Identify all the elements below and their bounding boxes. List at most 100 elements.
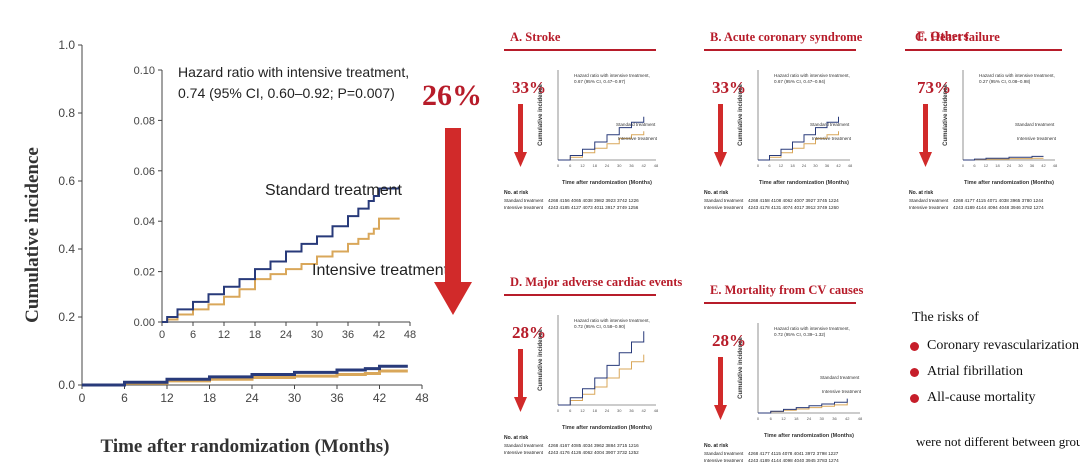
down-arrow-icon <box>514 349 527 412</box>
x-tick-label: 12 <box>779 163 784 168</box>
y-tick-label: 0.04 <box>134 216 155 228</box>
bullet-icon <box>910 367 919 377</box>
panel-d: D. Major adverse cardiac events 28%Cumula… <box>504 275 682 455</box>
x-tick-label: 0 <box>159 329 165 341</box>
risk-row-label: Intensive treatment <box>504 450 544 455</box>
panel-legend-standard: Standard treatment <box>810 122 850 127</box>
x-tick-label: 12 <box>781 416 786 421</box>
risk-header: No. at risk <box>704 443 728 449</box>
x-tick-label: 30 <box>1018 163 1023 168</box>
x-tick-label: 42 <box>373 391 387 405</box>
x-tick-label: 18 <box>593 163 598 168</box>
y-tick-label: 1.0 <box>58 38 75 52</box>
main-y-label: Cumulative incidence <box>22 147 43 323</box>
x-tick-label: 24 <box>807 416 812 421</box>
x-tick-label: 24 <box>280 329 292 341</box>
x-tick-label: 30 <box>617 163 622 168</box>
panel-e-percent: 28% <box>712 331 746 350</box>
bullet-icon <box>910 341 919 351</box>
panel-c-percent: 73% <box>917 78 951 97</box>
panel-y-label: Cumulative incidence <box>738 336 744 398</box>
panel-f-outro: were not different between groups <box>916 434 1080 449</box>
panel-annotation: Hazard ratio with intensive treatment, <box>574 318 650 323</box>
x-tick-label: 30 <box>288 391 302 405</box>
down-arrow-icon <box>514 104 527 167</box>
list-item-label: Coronary revascularization <box>927 338 1079 353</box>
inset-y-ticks: 0.00 0.02 0.04 0.06 0.08 0.10 <box>134 65 162 329</box>
panel-series-intensive <box>558 131 645 161</box>
x-tick-label: 30 <box>820 416 825 421</box>
x-tick-label: 0 <box>557 163 560 168</box>
risk-row-values: 4268 4177 4115 4078 4041 3972 3798 1227 <box>748 451 839 456</box>
inset-label-standard: Standard treatment <box>265 182 403 199</box>
panel-annotation: Hazard ratio with intensive treatment, <box>574 73 650 78</box>
main-y-ticks: 0.0 0.2 0.4 0.6 0.8 1.0 <box>58 38 82 392</box>
risk-row-label: Standard treatment <box>504 198 544 203</box>
down-arrow-icon <box>714 104 727 167</box>
list-item: Atrial fibrillation <box>910 364 1079 380</box>
x-tick-label: 48 <box>848 163 853 168</box>
x-tick-label: 18 <box>593 408 598 413</box>
panel-a-percent: 33% <box>512 78 546 97</box>
down-arrow-icon <box>714 357 727 420</box>
x-tick-label: 24 <box>245 391 259 405</box>
risk-row-values: 4243 4185 4127 4073 4011 3917 3749 1256 <box>548 205 639 210</box>
risk-header: No. at risk <box>504 435 528 441</box>
x-tick-label: 24 <box>605 408 610 413</box>
x-tick-label: 36 <box>832 416 837 421</box>
inset-label-intensive: Intensive treatment <box>312 262 449 279</box>
risk-row-label: Standard treatment <box>504 443 544 448</box>
y-tick-label: 0.0 <box>58 378 75 392</box>
x-tick-label: 6 <box>569 408 572 413</box>
panel-c-title: C. Heart failure <box>915 30 1000 44</box>
panel-f: F. Others <box>905 28 1062 51</box>
y-tick-label: 0.00 <box>134 317 155 329</box>
x-tick-label: 12 <box>160 391 174 405</box>
x-tick-label: 18 <box>249 329 261 341</box>
risk-row-values: 4268 4156 4065 4038 3982 3923 3742 1226 <box>548 198 639 203</box>
panel-x-label: Time after randomization (Months) <box>764 433 854 439</box>
panel-d-percent: 28% <box>512 323 546 342</box>
panel-series-standard <box>963 155 1044 161</box>
x-tick-label: 18 <box>790 163 795 168</box>
panel-e: E. Mortality from CV causes 28%Cumulative… <box>704 283 863 463</box>
y-tick-label: 0.02 <box>134 267 155 279</box>
risk-row-values: 4243 4176 4126 4062 4004 3907 3732 1252 <box>548 450 639 455</box>
panel-a-title: A. Stroke <box>510 30 561 44</box>
main-reduction-percent: 26% <box>422 79 482 112</box>
x-tick-label: 24 <box>605 163 610 168</box>
x-tick-label: 42 <box>642 163 647 168</box>
panel-series-standard <box>758 398 848 414</box>
panel-b-title: B. Acute coronary syndrome <box>710 30 863 44</box>
panel-series-standard <box>558 331 645 406</box>
x-tick-label: 0 <box>557 408 560 413</box>
y-tick-label: 0.06 <box>134 166 155 178</box>
panel-c: C. Heart failure 73%Cumulative incidence T… <box>909 30 1061 210</box>
x-tick-label: 42 <box>836 163 841 168</box>
panel-series-standard <box>558 116 645 161</box>
panel-y-label: Cumulative incidence <box>738 83 744 145</box>
risk-row-values: 4268 4177 4115 4071 4038 3965 3780 1244 <box>953 198 1044 203</box>
risk-header: No. at risk <box>504 190 528 196</box>
panel-e-title: E. Mortality from CV causes <box>710 283 863 297</box>
panel-f-title: F. Others <box>917 28 969 43</box>
x-tick-label: 36 <box>629 408 634 413</box>
main-series-standard <box>82 364 408 387</box>
x-tick-label: 30 <box>617 408 622 413</box>
risk-row-values: 4268 4167 4085 4034 3962 3884 3715 1216 <box>548 443 639 448</box>
panel-legend-intensive: Intensive treatment <box>822 389 862 394</box>
risk-row-label: Intensive treatment <box>909 205 949 210</box>
risk-row-label: Standard treatment <box>704 451 744 456</box>
panel-x-label: Time after randomization (Months) <box>759 180 849 186</box>
panel-annotation: 0.67 (95% CI, 0.47–0.97) <box>574 79 626 84</box>
small-panels: A. Stroke 33% Cumulative incidence Time aft… <box>504 30 1061 463</box>
inset-hazard-ratio-line2: 0.74 (95% CI, 0.60–0.92; P=0.007) <box>178 85 395 101</box>
x-tick-label: 12 <box>218 329 230 341</box>
x-tick-label: 48 <box>415 391 429 405</box>
list-item-label: All-cause mortality <box>927 390 1036 405</box>
main-x-ticks: 0 6 12 18 24 30 36 42 48 <box>79 385 429 405</box>
risk-row-values: 4243 4178 4131 4074 4017 3912 3749 1260 <box>748 205 839 210</box>
bullet-icon <box>910 393 919 403</box>
inset-series-standard <box>162 187 400 323</box>
